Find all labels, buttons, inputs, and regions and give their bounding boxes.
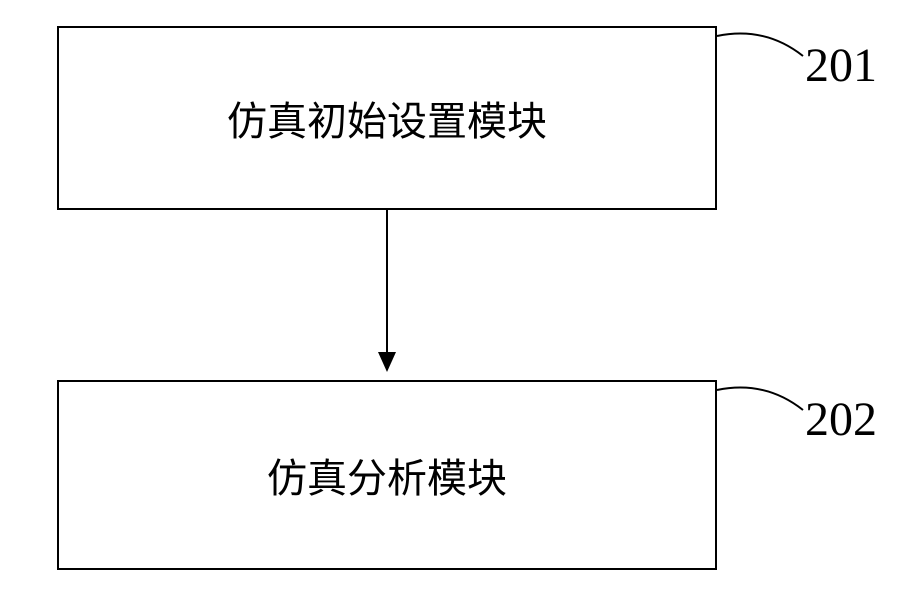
block-sim-analysis: 仿真分析模块 [57,380,717,570]
block-sim-init-settings-label: 仿真初始设置模块 [227,89,547,147]
diagram-canvas: 仿真初始设置模块 201 仿真分析模块 202 [0,0,915,613]
block-sim-init-settings: 仿真初始设置模块 [57,26,717,210]
ref-label-201: 201 [805,38,877,93]
block-sim-analysis-label: 仿真分析模块 [267,446,507,504]
leader-line-202 [713,376,807,414]
arrow-down-icon [369,208,405,374]
ref-label-202: 202 [805,392,877,447]
leader-line-201 [713,22,807,60]
